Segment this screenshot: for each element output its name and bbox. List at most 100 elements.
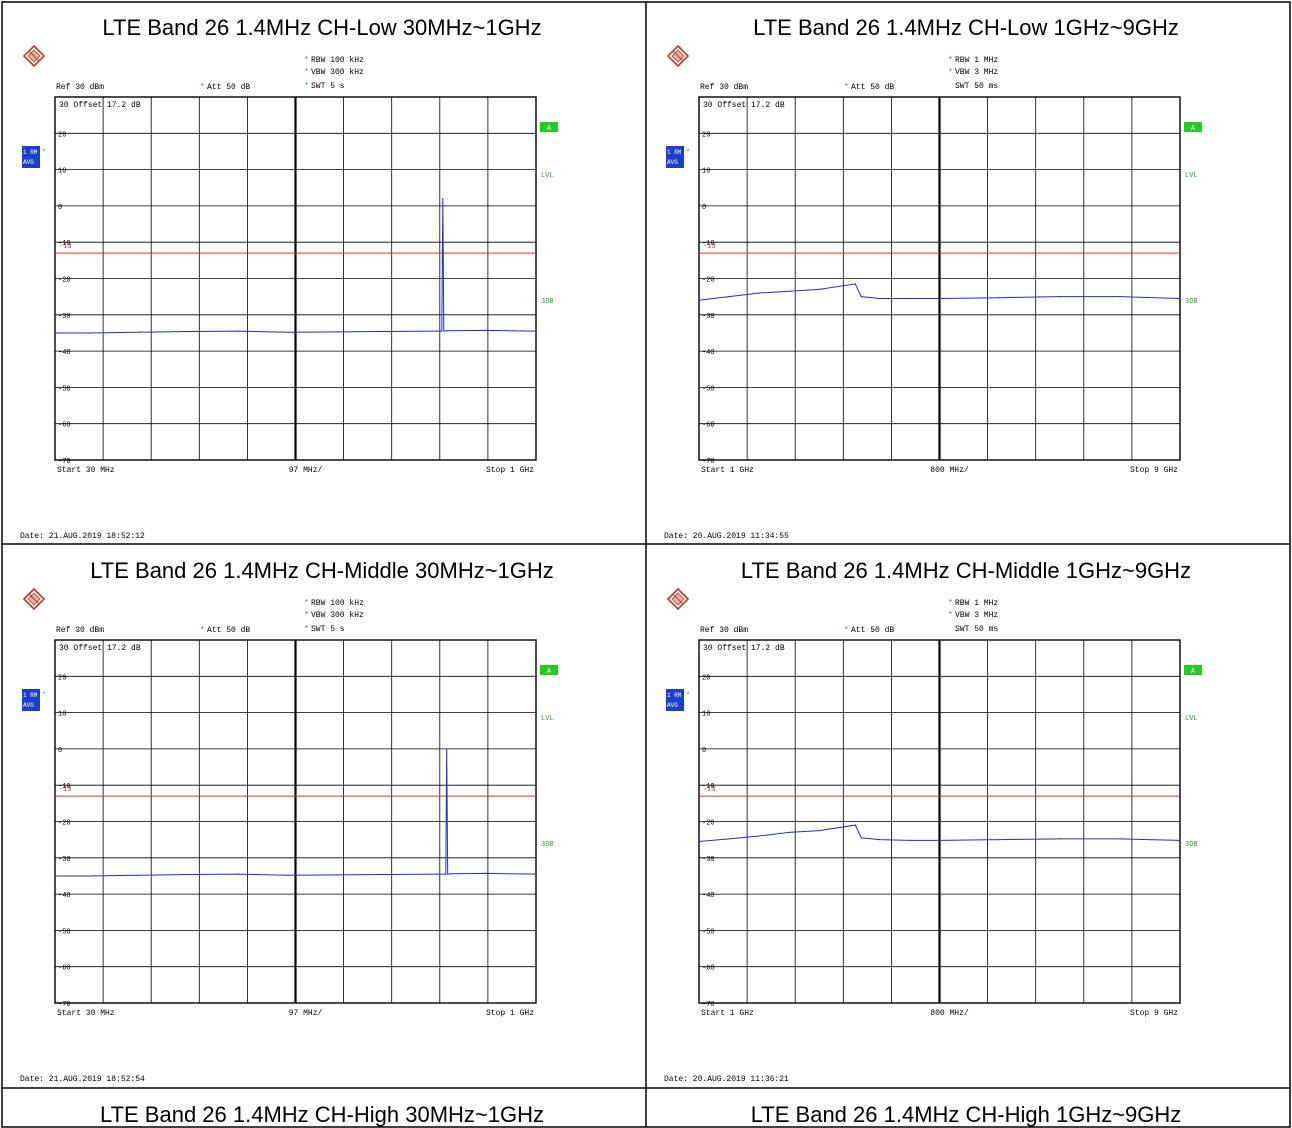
y-tick-label: -60 (58, 422, 71, 430)
y-tick-label: 10 (702, 711, 710, 719)
vbw-setting: VBW 300 kHz (311, 68, 364, 77)
ref-level: Ref 30 dBm (700, 626, 748, 635)
x-span-label: 800 MHz/ (930, 466, 969, 475)
trace-point (451, 873, 453, 875)
panel-3: LTE Band 26 1.4MHz CH-Middle 30MHz~1GHz *… (20, 558, 558, 1084)
trace-point (89, 875, 91, 877)
trace-point (535, 873, 537, 875)
y-tick-label: -10 (58, 240, 71, 248)
status-lvl-label: LVL (1185, 172, 1198, 180)
status-lvl-label: LVL (541, 715, 554, 723)
trace-point (443, 330, 445, 332)
y-tick-label: 10 (58, 711, 66, 719)
vbw-marker: * (304, 611, 309, 620)
panel-title: LTE Band 26 1.4MHz CH-Middle 1GHz~9GHz (741, 558, 1191, 583)
trace-badge (666, 146, 684, 168)
rbw-marker: * (304, 56, 309, 65)
logo-slash (672, 50, 684, 62)
y-tick-label: 0 (58, 204, 62, 212)
trace-badge-mode: AVG (667, 702, 678, 709)
trace-point (436, 330, 438, 332)
vbw-setting: VBW 3 MHz (955, 611, 998, 620)
trace-point (138, 874, 140, 876)
trace-point (908, 297, 911, 300)
limit-label: -13 (59, 786, 72, 794)
status-a-label: A (547, 125, 552, 133)
trace-point (938, 839, 941, 842)
date-stamp: Date: 20.AUG.2019 11:36:21 (664, 1075, 789, 1084)
trace-point (237, 873, 240, 875)
trace-point (446, 748, 448, 750)
x-stop-label: Stop 1 GHz (486, 1009, 534, 1018)
trace-point (860, 296, 862, 298)
rohde-schwarz-logo (666, 44, 690, 68)
x-span-label: 800 MHz/ (930, 1009, 969, 1018)
trace-point (386, 873, 388, 876)
trace-badge-marker: * (42, 149, 46, 157)
trace-point (54, 875, 56, 877)
y-tick-label: -60 (702, 422, 715, 430)
rohde-schwarz-logo (666, 587, 690, 611)
trace-point (860, 837, 862, 839)
date-stamp: Date: 20.AUG.2019 11:34:55 (664, 532, 789, 541)
panel-title: LTE Band 26 1.4MHz CH-Low 30MHz~1GHz (102, 15, 541, 40)
trace-point (446, 330, 448, 332)
trace-point (698, 840, 700, 843)
x-stop-label: Stop 9 GHz (1130, 466, 1178, 475)
status-lvl-label: LVL (541, 172, 554, 180)
y-tick-label: -20 (58, 277, 71, 285)
x-span-label: 97 MHz/ (289, 1009, 323, 1018)
trace-point (188, 873, 190, 876)
panel-2: LTE Band 26 1.4MHz CH-Low 1GHz~9GHz* RBW … (664, 15, 1202, 541)
y-tick-label: -20 (702, 820, 715, 828)
trace-badge-marker: * (686, 692, 690, 700)
rbw-setting: RBW 1 MHz (955, 599, 998, 608)
rbw-setting: RBW 100 kHz (311, 599, 364, 608)
trace-point (878, 839, 881, 841)
trace-point (1119, 838, 1121, 840)
panel-title: LTE Band 26 1.4MHz CH-High 30MHz~1GHz (100, 1102, 544, 1127)
trace-badge-marker: * (686, 149, 690, 157)
trace-point (698, 299, 700, 301)
trace-badge-label: 1 RM (23, 692, 38, 699)
trace-badge-mode: AVG (23, 159, 34, 166)
ref-level: Ref 30 dBm (700, 83, 748, 92)
trace-badge (666, 689, 684, 711)
trace-point (1179, 839, 1181, 842)
logo-slash (28, 50, 40, 62)
trace-point (535, 330, 537, 332)
trace-point (999, 839, 1001, 841)
trace-badge-label: 1 RM (23, 149, 38, 156)
trace-badge-marker: * (42, 692, 46, 700)
status-3db-label: 3DB (1185, 841, 1198, 849)
status-a-label: A (547, 668, 552, 676)
swt-setting: SWT 5 s (311, 625, 345, 634)
swt-marker: * (304, 625, 309, 634)
rbw-setting: RBW 1 MHz (955, 56, 998, 65)
status-a-badge (1184, 122, 1202, 132)
date-stamp: Date: 21.AUG.2019 18:52:54 (20, 1075, 145, 1084)
y-tick-label: -60 (702, 965, 715, 973)
trace-point (1059, 838, 1061, 840)
vbw-marker: * (948, 611, 953, 620)
trace-point (854, 824, 856, 826)
status-a-label: A (1191, 668, 1196, 676)
y-tick-label: -20 (702, 277, 715, 285)
trace-point (485, 329, 487, 331)
y-tick-label: -40 (702, 892, 715, 900)
att-marker: * (844, 626, 849, 635)
status-a-badge (540, 122, 558, 132)
att-marker: * (200, 626, 205, 635)
trace-point (287, 874, 289, 876)
offset-label: 30 Offset 17.2 dB (703, 644, 785, 653)
swt-setting: SWT 50 ms (955, 82, 998, 91)
trace-point (908, 839, 911, 842)
swt-setting: SWT 5 s (311, 82, 345, 91)
rohde-schwarz-logo (22, 44, 46, 68)
vbw-marker: * (948, 68, 953, 77)
y-tick-label: -10 (58, 783, 71, 791)
trace-line (698, 824, 1181, 842)
status-a-label: A (1191, 125, 1196, 133)
trace-point (1119, 296, 1121, 298)
